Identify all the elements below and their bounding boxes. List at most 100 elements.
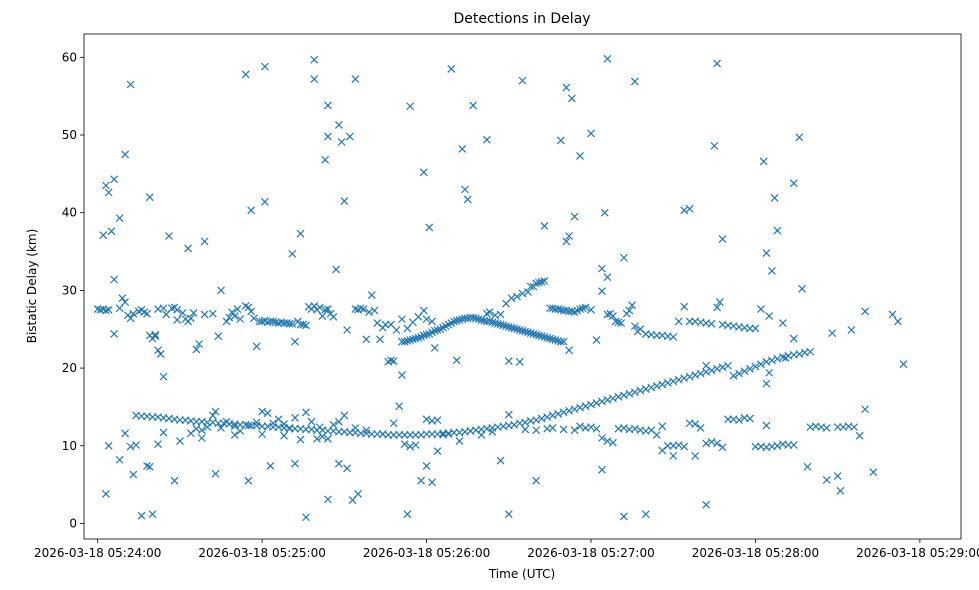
detection-marker: [422, 462, 431, 470]
detection-marker: [562, 83, 571, 92]
detection-marker: [156, 350, 165, 359]
detection-marker: [189, 308, 198, 317]
detection-marker: [521, 418, 530, 427]
detection-marker: [751, 324, 760, 333]
detection-marker: [663, 378, 672, 387]
detection-marker: [759, 157, 768, 166]
detection-marker: [628, 301, 637, 310]
detection-marker: [680, 442, 689, 451]
detection-marker: [378, 430, 387, 439]
detection-marker: [334, 120, 343, 129]
detection-marker: [414, 312, 423, 321]
detection-marker: [789, 179, 798, 188]
detection-marker: [214, 332, 223, 341]
detection-marker: [507, 323, 516, 332]
detection-marker: [619, 423, 628, 432]
detection-marker: [260, 62, 269, 71]
detection-marker: [121, 429, 130, 438]
detection-marker: [603, 396, 612, 404]
detection-marker: [115, 455, 124, 464]
detection-marker: [455, 315, 464, 324]
detection-marker: [488, 318, 497, 327]
detection-marker: [592, 336, 601, 345]
detection-marker: [356, 304, 365, 313]
detection-marker: [617, 319, 626, 327]
detection-marker: [411, 334, 420, 343]
detection-marker: [129, 309, 138, 318]
detection-marker: [310, 55, 319, 64]
detection-marker: [526, 329, 535, 338]
x-tick-label: 2026-03-18 05:25:00: [198, 546, 325, 560]
detection-marker: [762, 249, 771, 258]
detection-marker: [491, 319, 500, 327]
detection-marker: [118, 294, 127, 303]
detection-marker: [556, 136, 565, 145]
detection-marker: [329, 420, 338, 429]
detection-marker: [444, 430, 453, 439]
detection-marker: [680, 374, 689, 383]
detection-marker: [288, 319, 297, 328]
detection-marker: [532, 279, 541, 288]
detection-marker: [532, 416, 541, 425]
detection-marker: [302, 321, 310, 330]
detection-marker: [452, 356, 461, 365]
detection-marker: [425, 223, 434, 232]
detection-marker: [217, 423, 225, 432]
detection-marker: [230, 430, 239, 439]
y-tick-label: 60: [62, 50, 77, 64]
detection-marker: [159, 372, 168, 381]
detection-marker: [433, 326, 442, 334]
detection-marker: [518, 76, 527, 85]
detection-marker: [263, 409, 272, 418]
detection-marker: [713, 303, 722, 312]
detection-marker: [515, 326, 524, 334]
detection-marker: [718, 443, 727, 452]
detection-marker: [587, 305, 595, 314]
detection-marker: [302, 408, 310, 417]
detection-marker: [222, 417, 231, 426]
detection-marker: [565, 232, 574, 240]
detection-marker: [348, 496, 357, 505]
detection-marker: [598, 397, 606, 406]
chart-title: Detections in Delay: [453, 11, 590, 27]
detection-marker: [598, 434, 606, 442]
detection-marker: [521, 425, 530, 434]
detection-marker: [104, 188, 113, 197]
detection-marker: [175, 437, 184, 446]
plot-frame: [83, 33, 962, 540]
detection-marker: [430, 343, 439, 352]
x-tick-label: 2026-03-18 05:27:00: [527, 546, 654, 560]
detection-marker: [236, 315, 245, 324]
detection-marker: [513, 325, 521, 334]
detection-marker: [855, 431, 864, 440]
detection-marker: [576, 152, 584, 160]
detection-marker: [669, 377, 678, 386]
detection-marker: [751, 362, 760, 371]
detection-marker: [707, 437, 716, 446]
detection-marker: [587, 423, 595, 432]
detection-marker: [540, 221, 549, 230]
detection-marker: [126, 314, 135, 323]
detection-marker: [554, 409, 563, 418]
detection-marker: [658, 380, 667, 389]
detection-marker: [551, 336, 560, 345]
detection-marker: [469, 313, 478, 322]
detection-marker: [715, 298, 724, 306]
x-tick-label: 2026-03-18 05:28:00: [692, 546, 819, 560]
detection-marker: [433, 447, 442, 456]
detection-marker: [822, 476, 831, 484]
detection-marker: [718, 363, 727, 372]
detection-marker: [450, 317, 458, 326]
detection-marker: [592, 399, 601, 407]
detection-marker: [578, 304, 587, 313]
y-tick-label: 10: [62, 439, 77, 453]
detection-marker: [230, 312, 239, 320]
detection-marker: [718, 235, 727, 244]
detection-marker: [674, 375, 683, 384]
detection-marker: [630, 424, 639, 433]
detection-marker: [773, 441, 782, 450]
detection-marker: [532, 476, 541, 485]
x-tick-label: 2026-03-18 05:29:00: [856, 546, 979, 560]
detection-marker: [203, 423, 212, 432]
